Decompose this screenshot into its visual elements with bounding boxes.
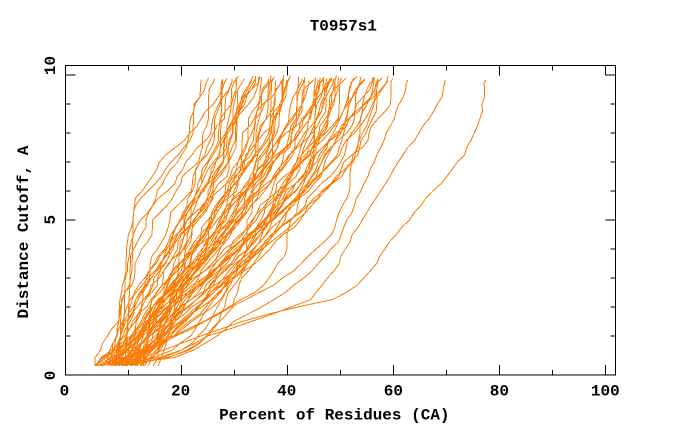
svg-text:40: 40 xyxy=(277,383,296,401)
svg-text:100: 100 xyxy=(591,383,620,401)
svg-text:10: 10 xyxy=(42,56,60,75)
svg-text:T0957s1: T0957s1 xyxy=(310,18,377,36)
svg-text:0: 0 xyxy=(60,383,70,401)
svg-text:Distance Cutoff, A: Distance Cutoff, A xyxy=(15,145,33,318)
svg-text:5: 5 xyxy=(42,215,60,225)
svg-text:Percent of Residues (CA): Percent of Residues (CA) xyxy=(219,407,449,425)
svg-text:80: 80 xyxy=(490,383,509,401)
svg-text:60: 60 xyxy=(384,383,403,401)
svg-text:0: 0 xyxy=(42,371,60,381)
svg-text:20: 20 xyxy=(171,383,190,401)
